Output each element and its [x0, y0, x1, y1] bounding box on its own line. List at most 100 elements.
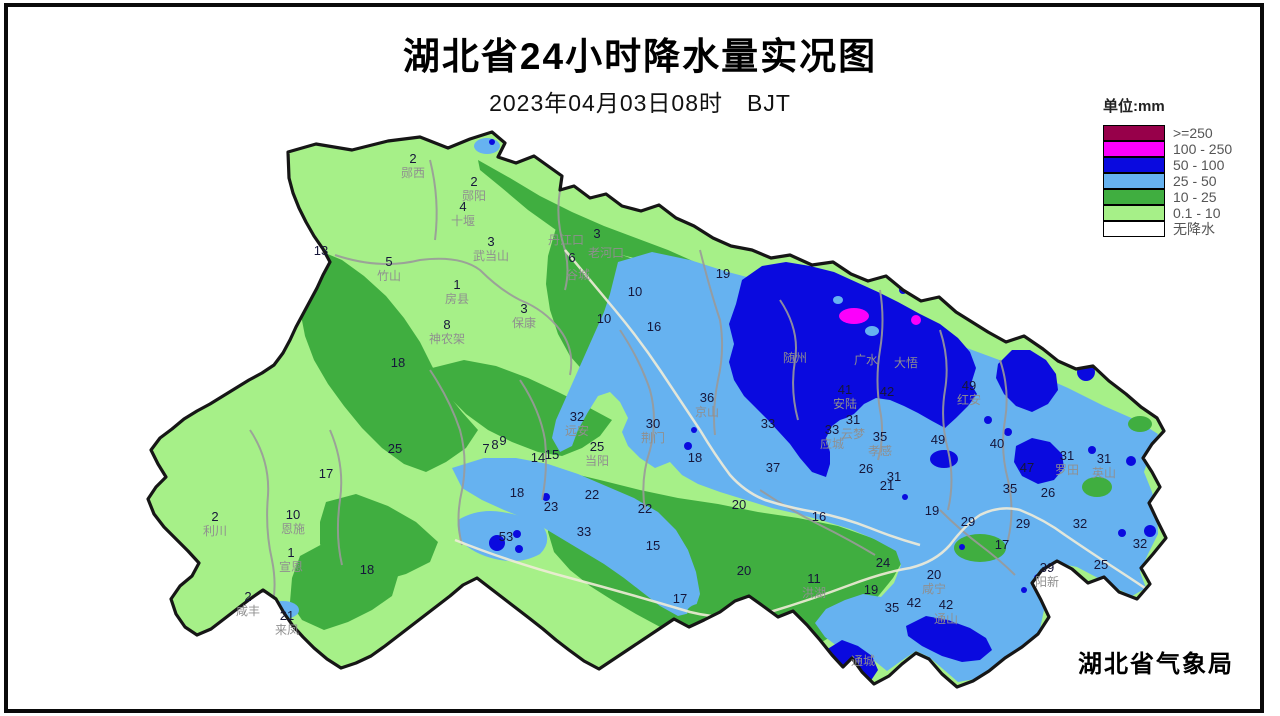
- station-value: 42: [939, 597, 953, 612]
- station-value: 17: [995, 537, 1009, 552]
- legend-swatch: [1103, 141, 1165, 157]
- station-value: 18: [391, 355, 405, 370]
- station-value: 18: [360, 562, 374, 577]
- station-value: 18: [510, 485, 524, 500]
- station-value: 40: [990, 436, 1004, 451]
- legend-swatch: [1103, 157, 1165, 173]
- station-value: 2: [409, 151, 416, 166]
- station-value: 47: [1020, 460, 1034, 475]
- district-boundaries: [249, 159, 1016, 616]
- legend-item: 0.1 - 10: [1103, 205, 1232, 221]
- station-name: 大悟: [894, 355, 918, 370]
- station-name: 武当山: [473, 249, 509, 263]
- legend-item: 25 - 50: [1103, 173, 1232, 189]
- legend-item-label: 10 - 25: [1173, 189, 1217, 205]
- station-name: 远安: [565, 423, 589, 438]
- legend-item: 无降水: [1103, 221, 1232, 237]
- station-value: 15: [646, 538, 660, 553]
- station-value: 11: [807, 571, 821, 586]
- station-value: 31: [887, 469, 901, 484]
- station-value: 15: [545, 447, 559, 462]
- legend-swatch: [1103, 125, 1165, 141]
- station-name: 神农架: [429, 332, 465, 346]
- station-value: 24: [876, 555, 890, 570]
- station-value: 20: [737, 563, 751, 578]
- station-value: 3: [593, 226, 600, 241]
- station-value: 25: [388, 441, 402, 456]
- rain-band-magenta: [839, 308, 921, 325]
- station-name: 恩施: [281, 522, 305, 536]
- station-name: 郧阳: [462, 189, 486, 203]
- legend-item: 100 - 250: [1103, 141, 1232, 157]
- station-value: 21: [280, 608, 294, 623]
- station-name: 竹山: [377, 269, 401, 283]
- station-value: 35: [885, 600, 899, 615]
- station-value: 18: [688, 450, 702, 465]
- station-value: 42: [907, 595, 921, 610]
- station-value: 25: [590, 439, 604, 454]
- station-name: 保康: [512, 315, 536, 330]
- legend-item-label: 无降水: [1173, 221, 1215, 237]
- station-value: 49: [962, 378, 976, 393]
- station-value: 16: [647, 319, 661, 334]
- station-value: 19: [864, 582, 878, 597]
- station-value: 36: [700, 390, 714, 405]
- station-value: 6: [568, 250, 575, 265]
- legend-item-label: >=250: [1173, 125, 1213, 141]
- station-value: 35: [873, 429, 887, 444]
- station-name: 老河口: [588, 246, 624, 260]
- station-value: 3: [487, 234, 494, 249]
- map-datetime: 2023年04月03日08时 BJT: [489, 90, 791, 116]
- station-value: 14: [531, 450, 545, 465]
- station-name: 十堰: [451, 214, 475, 228]
- station-value: 3: [520, 301, 527, 316]
- station-value: 26: [1041, 485, 1055, 500]
- station-value: 33: [761, 416, 775, 431]
- legend: 单位:mm >=250 100 - 250 50 - 100 25 - 50 10 - …: [1103, 95, 1232, 237]
- station-value: 22: [585, 487, 599, 502]
- station-name: 丹江口: [548, 233, 584, 247]
- station-name: 应城: [820, 436, 844, 451]
- station-name: 京山: [695, 405, 719, 419]
- station-name: 阳新: [1035, 574, 1059, 589]
- station-name: 红安: [957, 392, 981, 407]
- station-value: 1: [287, 545, 294, 560]
- legend-swatch: [1103, 205, 1165, 221]
- station-value: 35: [1003, 481, 1017, 496]
- station-value: 2: [244, 589, 251, 604]
- legend-item: >=250: [1103, 125, 1232, 141]
- legend-swatch: [1103, 173, 1165, 189]
- station-name: 随州: [783, 350, 807, 365]
- province-outline: [146, 130, 1168, 689]
- station-value: 32: [1133, 536, 1147, 551]
- station-name: 孝感: [868, 443, 892, 458]
- legend-item: 50 - 100: [1103, 157, 1232, 173]
- station-value: 20: [927, 567, 941, 582]
- station-value: 19: [716, 266, 730, 281]
- attribution: 湖北省气象局: [1078, 651, 1234, 678]
- station-value: 17: [673, 591, 687, 606]
- station-name: 来凤: [275, 623, 299, 637]
- station-value: 32: [1073, 516, 1087, 531]
- station-name: 宣恩: [279, 559, 303, 574]
- station-value: 17: [319, 466, 333, 481]
- station-value: 53: [499, 529, 513, 544]
- station-value: 32: [570, 409, 584, 424]
- station-value: 29: [1016, 516, 1030, 531]
- station-name: 房县: [445, 291, 469, 306]
- station-value: 19: [925, 503, 939, 518]
- legend-unit-label: 单位:mm: [1103, 98, 1165, 115]
- station-name: 咸丰: [236, 604, 260, 618]
- station-name: 郧西: [401, 166, 425, 180]
- station-name: 利川: [203, 524, 227, 538]
- station-name: 英山: [1092, 466, 1116, 480]
- legend-item-label: 0.1 - 10: [1173, 205, 1221, 221]
- station-value: 37: [766, 460, 780, 475]
- station-name: 洪湖: [802, 585, 826, 600]
- station-value: 22: [638, 501, 652, 516]
- station-value: 33: [825, 422, 839, 437]
- station-name: 广水: [854, 353, 878, 367]
- station-name: 谷城: [566, 268, 590, 282]
- station-value: 16: [812, 509, 826, 524]
